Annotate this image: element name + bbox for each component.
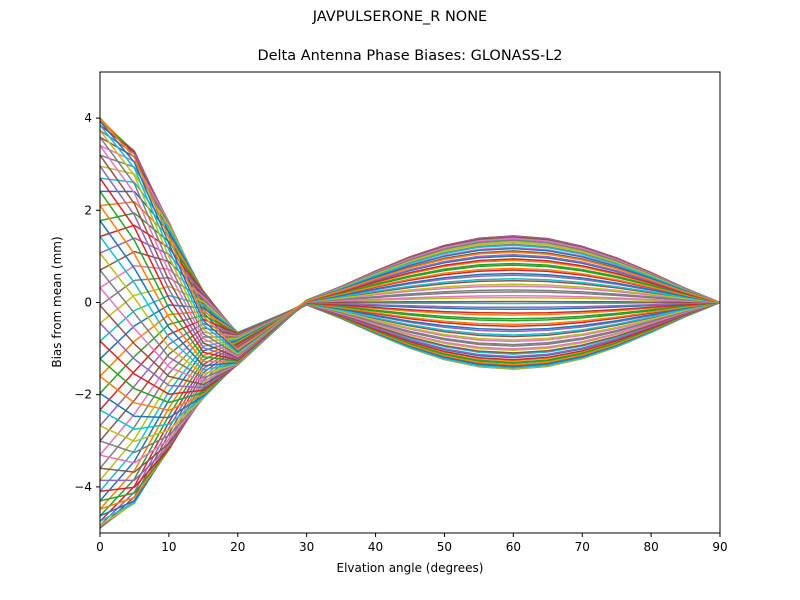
y-tick-label: 0 [84,296,92,310]
x-tick-label: 20 [230,540,245,554]
series-line [100,301,720,526]
y-axis-ticks: −4 −2 0 2 4 [74,111,100,494]
series-line [100,120,720,353]
series-line [100,301,720,526]
series-line [100,262,720,404]
y-tick-label: −4 [74,480,92,494]
series-line [100,237,720,335]
series-line [100,124,720,354]
x-tick-label: 10 [161,540,176,554]
series-line [100,267,720,412]
series-line [100,130,720,355]
series-lines [100,117,720,529]
series-line [100,136,720,357]
series-line [100,145,720,358]
series-line [100,258,720,395]
series-line [100,301,720,502]
series-line [100,272,720,419]
x-axis-label: Elvation angle (degrees) [336,561,484,575]
x-tick-label: 40 [368,540,383,554]
series-line [100,301,720,522]
series-line [100,278,720,430]
x-tick-label: 0 [96,540,104,554]
chart-title: Delta Antenna Phase Biases: GLONASS-L2 [257,48,563,64]
series-line [100,294,720,355]
x-axis-ticks: 0 10 20 30 40 50 60 70 80 90 [96,533,728,554]
series-line [100,250,720,338]
series-line [100,120,720,347]
x-tick-label: 30 [299,540,314,554]
series-line [100,265,720,343]
x-tick-label: 90 [712,540,727,554]
series-line [100,301,720,517]
x-tick-label: 50 [437,540,452,554]
series-line [100,117,720,350]
y-tick-label: 2 [84,203,92,217]
y-tick-label: −2 [74,388,92,402]
x-tick-label: 70 [575,540,590,554]
series-line [100,253,720,389]
series-line [100,301,720,529]
series-line [100,154,720,359]
series-line [100,301,720,529]
chart-suptitle: JAVPULSERONE_R NONE [312,9,488,25]
series-line [100,276,720,347]
series-line [100,301,720,510]
x-tick-label: 60 [506,540,521,554]
series-line [100,118,720,348]
y-tick-label: 4 [84,111,92,125]
series-line [100,250,720,386]
x-tick-label: 80 [643,540,658,554]
series-line [100,118,720,351]
series-line [100,285,720,352]
series-line [100,301,720,529]
